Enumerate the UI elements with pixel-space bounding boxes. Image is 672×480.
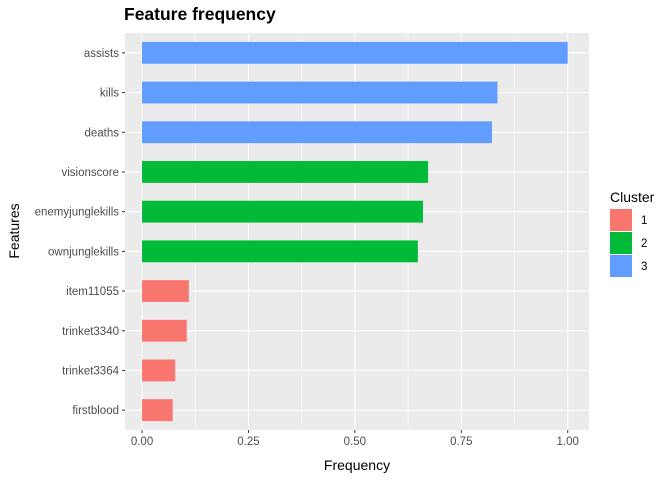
bar-trinket3340 [142,319,187,342]
x-tick-label: 1.00 [557,436,579,448]
bar-assists [142,41,568,64]
bar-ownjunglekills [142,240,418,263]
x-tick-label: 0.25 [237,436,259,448]
legend-swatch-1 [610,209,632,231]
x-tick-label: 0.50 [344,436,366,448]
y-tick-label: ownjunglekills [48,246,119,258]
y-tick-label: assists [84,48,119,60]
bars [142,41,568,422]
bar-item11055 [142,280,189,302]
bar-trinket3364 [142,359,176,382]
legend-swatch-2 [610,232,632,254]
y-axis: assists kills deaths visionscore enemyjungle… [35,48,125,417]
y-axis-title: Features [6,203,22,258]
legend-label-3: 3 [641,261,647,273]
legend-label-2: 2 [641,238,647,250]
y-tick-label: visionscore [61,167,119,179]
y-tick-label: kills [100,88,119,100]
legend: Cluster 1 2 3 [610,189,655,277]
chart-title: Feature frequency [124,4,276,24]
x-axis-title: Frequency [324,457,390,473]
y-tick-label: deaths [84,127,119,139]
y-tick-label: enemyjunglekills [35,207,120,219]
x-tick-label: 0.75 [450,436,472,448]
bar-firstblood [142,399,173,422]
legend-swatch-3 [610,255,632,277]
y-tick-label: firstblood [72,405,119,417]
bar-kills [142,81,498,104]
bar-enemyjunglekills [142,200,423,223]
y-tick-label: trinket3364 [62,365,120,377]
y-tick-label: item11055 [66,286,119,298]
x-tick-label: 0.00 [131,436,153,448]
legend-title: Cluster [610,189,655,205]
y-tick-label: trinket3340 [62,326,119,338]
bar-visionscore [142,161,429,183]
bar-deaths [142,121,492,144]
legend-label-1: 1 [641,215,647,227]
x-axis: 0.00 0.25 0.50 0.75 1.00 [131,430,579,448]
